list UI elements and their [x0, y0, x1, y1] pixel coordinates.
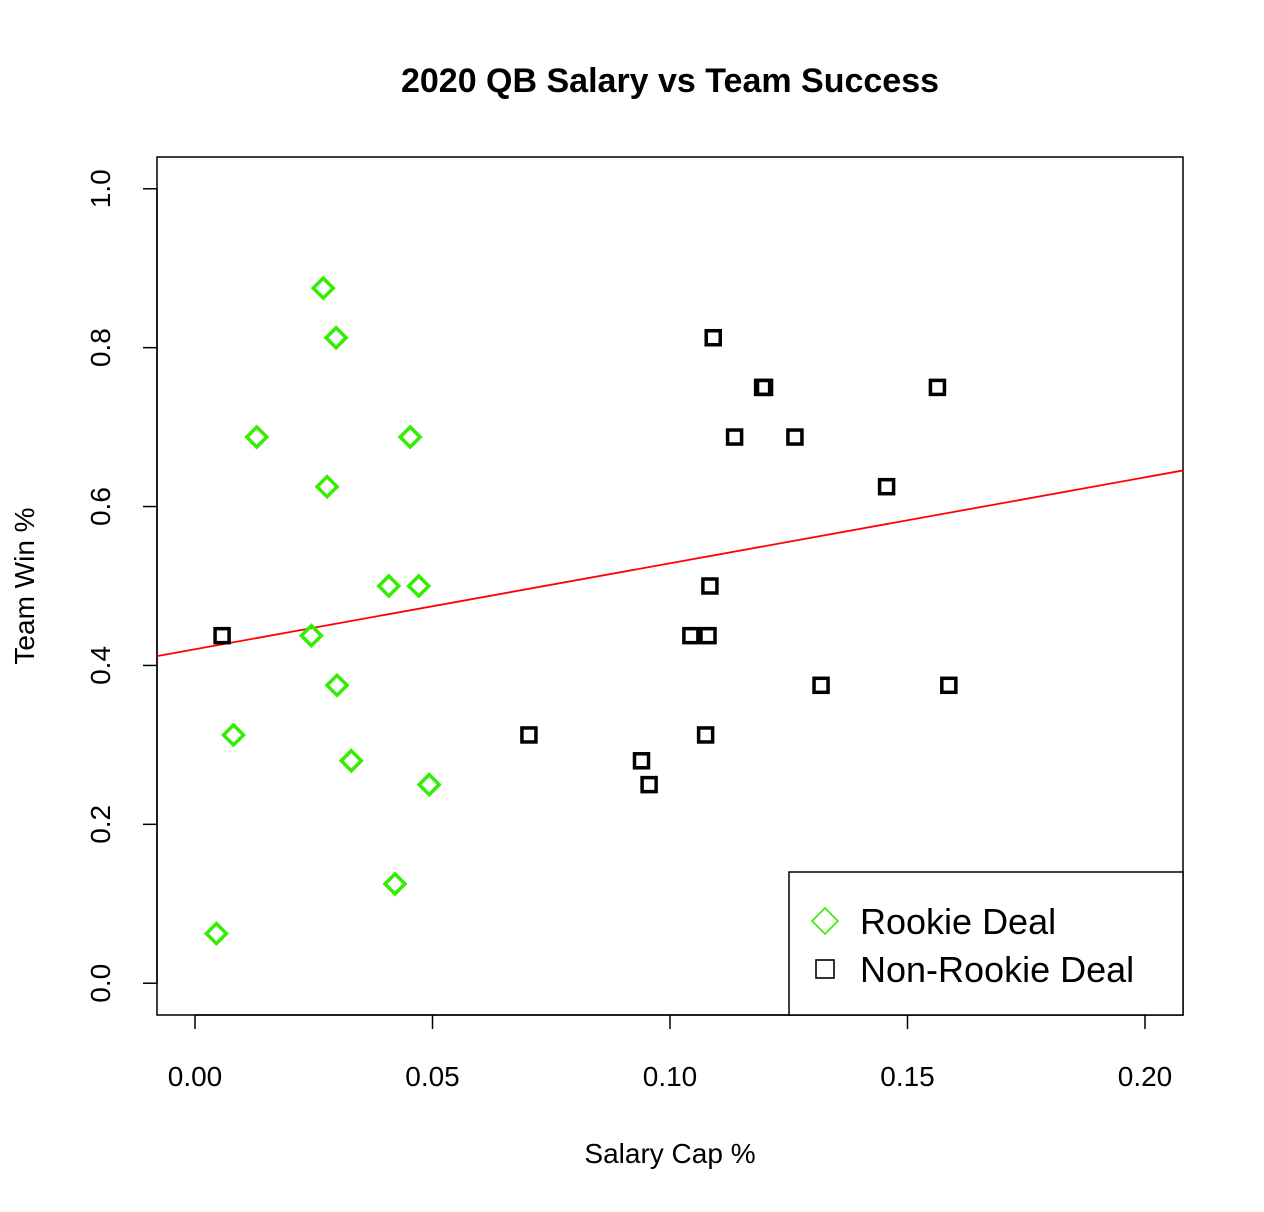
- y-tick-label: 0.6: [85, 487, 116, 526]
- rookie-deal-point: [376, 573, 402, 599]
- legend-rookie-deal-label: Rookie Deal: [860, 901, 1056, 942]
- non-rookie-deal-point: [704, 328, 722, 347]
- rookie-deal-point: [314, 474, 340, 500]
- regression-line: [156, 469, 1184, 658]
- non-rookie-deal-point: [213, 626, 231, 645]
- legend-non-rookie-deal-symbol: [815, 959, 835, 979]
- non-rookie-deal-point: [520, 726, 538, 744]
- rookie-deal-point: [397, 424, 423, 450]
- y-tick-label: 1.0: [85, 169, 116, 208]
- x-tick-label: 0.00: [168, 1061, 223, 1092]
- non-rookie-deal-point: [940, 676, 958, 695]
- x-tick-label: 0.20: [1118, 1061, 1173, 1092]
- x-tick-label: 0.10: [643, 1061, 698, 1092]
- y-tick-label: 0.2: [85, 805, 116, 844]
- y-tick-label: 0.8: [85, 328, 116, 367]
- non-rookie-deal-point: [640, 775, 658, 794]
- non-rookie-deal-point: [725, 428, 744, 446]
- non-rookie-deal-point: [812, 676, 830, 695]
- rookie-deal-point: [221, 722, 246, 748]
- rookie-deal-point: [338, 748, 364, 774]
- rookie-deal-point: [298, 623, 324, 649]
- rookie-deal-point: [203, 921, 229, 947]
- non-rookie-deal-point: [682, 626, 700, 645]
- points-layer: [203, 275, 958, 947]
- non-rookie-deal-point: [786, 428, 804, 446]
- non-rookie-deal-point: [632, 752, 651, 770]
- rookie-deal-point: [310, 275, 336, 301]
- chart-title: 2020 QB Salary vs Team Success: [401, 62, 939, 100]
- rookie-deal-point: [323, 325, 349, 351]
- rookie-deal-point: [382, 871, 408, 897]
- non-rookie-deal-point: [701, 577, 719, 595]
- y-tick-label: 0.0: [85, 964, 116, 1003]
- x-tick-label: 0.05: [405, 1061, 460, 1092]
- x-axis: 0.00 0.05 0.10 0.15 0.20: [168, 1014, 1173, 1092]
- non-rookie-deal-point: [699, 626, 717, 645]
- rookie-deal-point: [324, 672, 350, 698]
- non-rookie-deal-point: [877, 477, 896, 496]
- y-tick-label: 0.4: [85, 646, 116, 685]
- x-tick-label: 0.15: [880, 1061, 935, 1092]
- rookie-deal-point: [416, 772, 442, 798]
- rookie-deal-point: [406, 573, 432, 599]
- y-axis: 0.0 0.2 0.4 0.6 0.8 1.0: [85, 169, 158, 1003]
- non-rookie-deal-point: [755, 378, 774, 397]
- legend-rookie-deal-symbol: [810, 906, 840, 936]
- non-rookie-deal-point: [928, 378, 947, 397]
- regression-layer: [156, 469, 1184, 658]
- rookie-deal-point: [244, 424, 270, 450]
- legend-box: [788, 871, 1184, 1016]
- non-rookie-deal-point: [696, 726, 715, 744]
- y-axis-label: Team Win %: [9, 507, 40, 664]
- legend-non-rookie-deal-label: Non-Rookie Deal: [860, 949, 1134, 990]
- x-axis-label: Salary Cap %: [584, 1138, 755, 1169]
- legend: Rookie Deal Non-Rookie Deal: [788, 871, 1184, 1016]
